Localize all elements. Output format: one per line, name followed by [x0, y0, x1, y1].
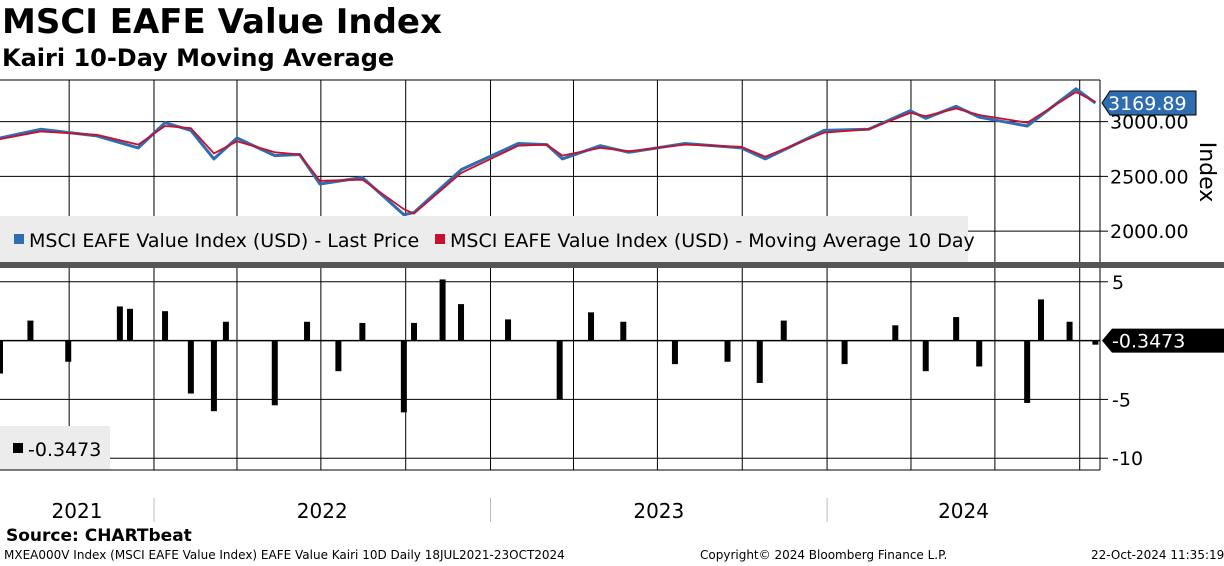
upper-ytick-label: 2000.00: [1110, 221, 1189, 243]
kairi-bar: [187, 340, 194, 394]
upper-ytick-label: 2500.00: [1110, 166, 1189, 188]
upper-legend-box: [0, 216, 968, 262]
source-note: Source: CHARTbeat: [6, 526, 192, 546]
kairi-bar: [588, 312, 595, 341]
legend-label-ma: MSCI EAFE Value Index (USD) - Moving Ave…: [450, 230, 975, 252]
kairi-bar: [841, 340, 848, 365]
lower-ytick-label: -10: [1112, 448, 1143, 470]
kairi-bar: [620, 321, 627, 341]
kairi-bar: [556, 340, 563, 400]
kairi-bar: [892, 325, 899, 341]
panel-divider: [0, 262, 1224, 268]
kairi-bar: [1092, 340, 1099, 345]
legend-swatch-price: [14, 234, 24, 244]
kairi-bar: [65, 340, 72, 362]
legend-label-kairi: -0.3473: [28, 439, 101, 461]
kairi-last-value-tag: [1102, 328, 1224, 353]
kairi-bar: [410, 322, 417, 341]
timestamp: 22-Oct-2024 11:35:19: [1091, 548, 1224, 562]
kairi-bar: [0, 340, 3, 374]
upper-ytick-label: 3000.00: [1110, 112, 1189, 134]
kairi-bar: [27, 320, 34, 341]
legend-swatch-kairi: [13, 443, 23, 453]
kairi-bar: [724, 340, 731, 362]
price-last-value-label: 3169.89: [1108, 93, 1187, 115]
kairi-bar: [1024, 340, 1031, 403]
kairi-bar: [976, 340, 983, 367]
kairi-bar: [359, 322, 366, 341]
kairi-bar: [1037, 299, 1044, 341]
kairi-bar: [335, 340, 342, 372]
ticker-info: MXEA000V Index (MSCI EAFE Value Index) E…: [4, 548, 565, 562]
series-line-price: [0, 87, 1097, 217]
chart-title: MSCI EAFE Value Index: [2, 2, 442, 42]
kairi-bar: [116, 306, 123, 341]
kairi-bar: [671, 340, 678, 365]
lower-ytick-label: 5: [1112, 272, 1124, 294]
series-line-ma: [0, 91, 1096, 215]
lower-ytick-label: -5: [1112, 389, 1131, 411]
kairi-bar: [953, 317, 960, 341]
x-year-label: 2024: [938, 499, 989, 523]
x-year-label: 2021: [52, 499, 103, 523]
kairi-bar: [780, 320, 787, 341]
kairi-bar: [127, 308, 134, 341]
x-year-label: 2022: [297, 499, 348, 523]
kairi-bar: [439, 279, 446, 341]
kairi-bar: [458, 304, 465, 341]
legend-swatch-ma: [435, 234, 445, 244]
kairi-last-value-label: -0.3473: [1112, 331, 1185, 353]
kairi-bar: [922, 340, 929, 372]
kairi-bar: [400, 340, 407, 413]
price-last-value-tag: [1101, 90, 1197, 116]
kairi-bar: [505, 319, 512, 341]
kairi-bar: [756, 340, 763, 383]
chart-subtitle: Kairi 10-Day Moving Average: [2, 44, 395, 72]
kairi-bar: [271, 340, 278, 406]
upper-ylabel: Index: [1194, 142, 1219, 203]
x-year-label: 2023: [633, 499, 684, 523]
legend-label-price: MSCI EAFE Value Index (USD) - Last Price: [29, 230, 419, 252]
copyright: Copyright© 2024 Bloomberg Finance L.P.: [700, 548, 948, 562]
kairi-bar: [222, 321, 229, 341]
kairi-bar: [210, 340, 217, 412]
kairi-bar: [1066, 321, 1073, 341]
kairi-bar: [304, 321, 311, 341]
kairi-bar: [162, 311, 169, 341]
